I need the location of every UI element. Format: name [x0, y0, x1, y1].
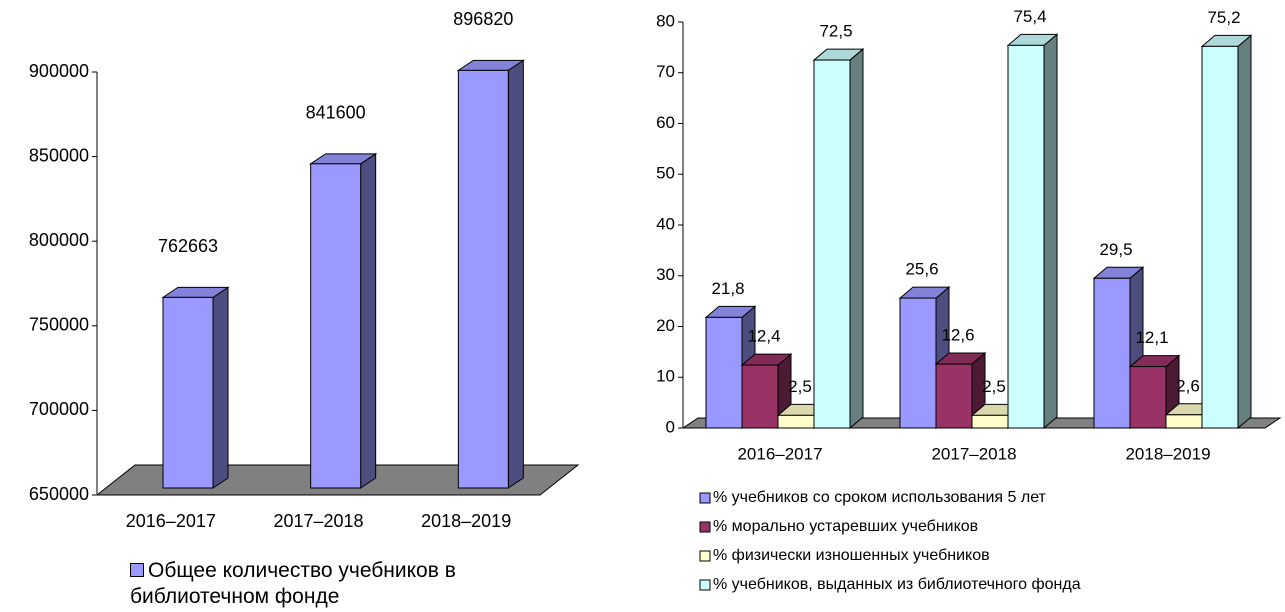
legend-swatch	[699, 550, 711, 562]
legend-swatch	[699, 521, 711, 533]
legend-swatch	[699, 492, 711, 504]
value-label: 2,5	[788, 377, 812, 396]
y-tick-label: 700000	[29, 399, 89, 419]
y-tick-label: 40	[656, 214, 675, 233]
value-label: 12,4	[747, 327, 780, 346]
bar-side	[849, 47, 864, 430]
bar	[971, 414, 1009, 429]
y-tick-label: 70	[656, 62, 675, 81]
bar-side	[360, 152, 377, 489]
value-label: 12,1	[1135, 328, 1168, 347]
legend-label: % учебников, выданных из библиотечного ф…	[713, 576, 1081, 593]
y-tick-label: 30	[656, 265, 675, 284]
bar	[1201, 45, 1239, 429]
y-tick-label: 60	[656, 113, 675, 132]
value-label: 75,2	[1207, 8, 1240, 27]
y-tick-label: 850000	[29, 145, 89, 165]
bar	[1007, 44, 1045, 429]
value-label: 841600	[306, 103, 366, 123]
value-label: 25,6	[905, 260, 938, 279]
bar	[1165, 414, 1203, 429]
value-label: 896820	[453, 9, 513, 29]
bar	[457, 69, 509, 489]
x-tick-label: 2016–2017	[126, 511, 216, 531]
legend-label: % учебников со сроком использования 5 ле…	[713, 489, 1047, 506]
y-tick-label: 900000	[29, 61, 89, 81]
bar	[1129, 366, 1167, 429]
bar-side	[212, 286, 229, 489]
value-label: 21,8	[711, 279, 744, 298]
y-tick-label: 0	[666, 417, 675, 436]
bar-side	[1237, 34, 1252, 430]
bar	[935, 363, 973, 429]
y-tick-label: 20	[656, 316, 675, 335]
value-label: 75,4	[1013, 7, 1046, 26]
x-tick-label: 2018–2019	[1125, 444, 1210, 463]
y-tick-label: 650000	[29, 484, 89, 504]
bar-side	[1043, 33, 1058, 430]
value-label: 762663	[158, 236, 218, 256]
legend-label: % физически изношенных учебников	[713, 547, 990, 564]
value-label: 29,5	[1099, 240, 1132, 259]
bar	[899, 297, 937, 429]
y-tick-label: 80	[656, 11, 675, 30]
legend-label: % морально устаревших учебников	[713, 518, 978, 535]
bar-side	[507, 59, 524, 489]
legend-swatch	[699, 579, 711, 591]
y-tick-label: 10	[656, 367, 675, 386]
bar	[741, 364, 779, 429]
y-tick-label: 50	[656, 164, 675, 183]
bar	[1093, 277, 1131, 429]
y-tick-label: 800000	[29, 230, 89, 250]
x-tick-label: 2017–2018	[273, 511, 363, 531]
legend: Общее количество учебников в библиотечно…	[130, 558, 460, 610]
value-label: 72,5	[819, 22, 852, 41]
x-tick-label: 2017–2018	[931, 444, 1016, 463]
x-tick-label: 2016–2017	[737, 444, 822, 463]
value-label: 2,5	[982, 377, 1006, 396]
bar	[705, 316, 743, 429]
legend-label: Общее количество учебников в библиотечно…	[130, 559, 456, 608]
value-label: 12,6	[941, 326, 974, 345]
value-label: 2,6	[1176, 376, 1200, 395]
bar	[777, 414, 815, 429]
x-tick-label: 2018–2019	[421, 511, 511, 531]
legend-swatch	[130, 563, 144, 577]
bar	[813, 59, 851, 429]
y-tick-label: 750000	[29, 315, 89, 335]
bar	[162, 296, 214, 489]
bar	[310, 163, 362, 489]
